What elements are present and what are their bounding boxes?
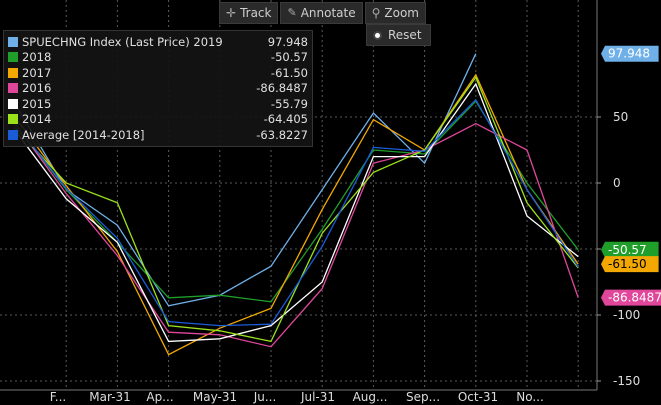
legend-swatch — [8, 98, 18, 109]
legend-swatch — [8, 67, 18, 78]
y-tick-label: 50 — [613, 110, 628, 124]
pencil-icon: ✎ — [287, 6, 297, 19]
legend-item[interactable]: 2016 -86.8487 — [8, 81, 308, 97]
legend-item[interactable]: 2014 -64.405 — [8, 112, 308, 128]
reset-label: Reset — [388, 28, 422, 42]
last-value-label: -86.8487 — [608, 291, 661, 305]
zoom-button[interactable]: ⚲ Zoom — [364, 2, 426, 24]
legend-value: -63.8227 — [256, 127, 308, 142]
x-tick-label: May-31 — [193, 390, 237, 404]
legend-swatch — [8, 52, 18, 63]
legend-item[interactable]: 2017 -61.50 — [8, 65, 308, 81]
x-tick-label: No... — [516, 390, 544, 404]
legend-label: 2018 — [22, 50, 52, 65]
series-line — [14, 76, 579, 343]
series-line — [14, 82, 579, 343]
series-line — [14, 98, 579, 327]
x-tick-label: Ap... — [146, 390, 173, 404]
legend-value: -64.405 — [263, 112, 308, 127]
legend-item[interactable]: 2018 -50.57 — [8, 50, 308, 66]
x-tick-label: Jul-31 — [300, 390, 335, 404]
last-value-label: 97.948 — [608, 47, 650, 61]
y-tick-label: -150 — [613, 374, 640, 388]
last-value-tag — [601, 289, 661, 306]
x-tick-label: Oct-31 — [458, 390, 498, 404]
legend-value: -61.50 — [270, 65, 308, 80]
legend-label: 2015 — [22, 96, 52, 111]
track-button[interactable]: ✛ Track — [219, 2, 279, 24]
legend-swatch — [8, 83, 18, 94]
last-value-tag — [601, 45, 659, 62]
annotate-label: Annotate — [300, 6, 356, 20]
legend-item[interactable]: Average [2014-2018] -63.8227 — [8, 127, 308, 143]
last-value-label: -50.57 — [608, 243, 647, 257]
track-label: Track — [240, 6, 272, 20]
radio-icon — [373, 30, 382, 40]
legend-label: SPUECHNG Index (Last Price) 2019 — [22, 34, 223, 49]
crosshair-icon: ✛ — [226, 6, 237, 20]
zoom-label: Zoom — [384, 6, 419, 20]
legend-label: 2016 — [22, 81, 52, 96]
legend-label: 2014 — [22, 112, 52, 127]
x-tick-label: F... — [50, 390, 66, 404]
legend-value: -50.57 — [270, 50, 308, 65]
last-value-tag — [601, 256, 659, 273]
legend-swatch — [8, 114, 18, 125]
series-line — [14, 122, 579, 348]
legend-label: Average [2014-2018] — [22, 127, 145, 142]
legend-value: -55.79 — [270, 96, 308, 111]
legend-value: 97.948 — [267, 34, 308, 49]
chart-legend: SPUECHNG Index (Last Price) 2019 97.948 20… — [3, 30, 313, 147]
annotate-button[interactable]: ✎ Annotate — [280, 2, 363, 24]
x-tick-label: Mar-31 — [89, 390, 130, 404]
legend-item[interactable]: SPUECHNG Index (Last Price) 2019 97.948 — [8, 34, 308, 50]
legend-label: 2017 — [22, 65, 52, 80]
last-value-tag — [601, 241, 659, 258]
legend-value: -86.8487 — [256, 81, 308, 96]
series-line — [14, 73, 579, 356]
chart-toolbar: ✛ Track ✎ Annotate ⚲ Zoom — [219, 2, 426, 24]
x-tick-label: Sep... — [406, 390, 440, 404]
legend-swatch — [8, 129, 18, 140]
series-line — [14, 53, 477, 307]
y-tick-label: 0 — [613, 176, 621, 190]
last-value-label: -61.50 — [608, 257, 647, 271]
magnifier-icon: ⚲ — [371, 6, 381, 20]
reset-button[interactable]: Reset — [366, 24, 431, 46]
legend-item[interactable]: 2015 -55.79 — [8, 96, 308, 112]
x-tick-label: Ju... — [253, 390, 277, 404]
legend-swatch — [8, 36, 18, 47]
x-tick-label: Aug... — [353, 390, 388, 404]
y-tick-label: -100 — [613, 308, 640, 322]
